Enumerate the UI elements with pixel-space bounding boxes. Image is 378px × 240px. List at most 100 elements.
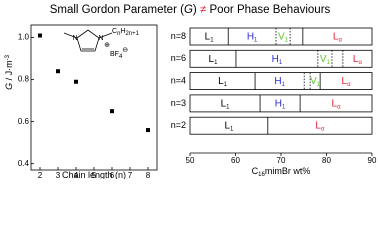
phase-label: Lα <box>332 98 342 110</box>
phase-symbol: L <box>205 31 211 42</box>
phase-sub: 1 <box>214 59 218 65</box>
row-frame <box>189 72 373 90</box>
phase-symbol: L <box>221 98 227 109</box>
row-frame <box>189 116 373 135</box>
row-label: n=4 <box>171 75 186 85</box>
phase-symbol: L <box>353 53 359 64</box>
phase-sub: 1 <box>254 37 258 43</box>
atom: N <box>98 35 103 42</box>
row-frame <box>189 94 373 113</box>
page: Small Gordon Parameter (G) ≠ Poor Phase … <box>4 4 377 179</box>
point <box>146 128 150 133</box>
title-part: Poor Phase Behaviours <box>209 4 330 16</box>
phase-label: H1 <box>275 98 286 110</box>
title-part: ) <box>193 4 197 16</box>
row-label: n=2 <box>171 120 186 130</box>
phase-symbol: H <box>272 53 279 64</box>
row-label: n=8 <box>171 31 186 41</box>
chain: CnH2n+1 <box>112 28 140 37</box>
row-frame <box>189 27 373 46</box>
y-label-part: -3 <box>5 54 11 60</box>
phase-sub: 1 <box>210 37 214 43</box>
chain-part: 2n+1 <box>125 31 139 37</box>
x-axis-label: C16mimBr wt% <box>252 166 311 177</box>
x-tick-label: 6 <box>110 171 115 179</box>
x-label-part: C <box>252 166 259 176</box>
phase-label: L1 <box>224 120 234 132</box>
phase-symbol: L <box>209 53 215 64</box>
phase-label: V1 <box>320 53 331 65</box>
phase-sub: 1 <box>226 104 230 110</box>
chain-part: C <box>112 28 117 35</box>
bond <box>98 32 113 39</box>
title: Small Gordon Parameter (G) ≠ Poor Phase … <box>50 4 331 16</box>
phase-sub: 1 <box>279 59 283 65</box>
y-label-part: G <box>4 83 14 90</box>
y-tick-label: 1.0 <box>18 33 30 42</box>
title-part: ≠ <box>200 4 206 16</box>
phase-sub: 1 <box>285 37 289 43</box>
point <box>74 79 78 84</box>
x-label-part: mimBr wt% <box>265 166 311 176</box>
phase-sub: 1 <box>282 104 286 110</box>
charge: ⊕ <box>104 42 110 49</box>
phase-label: V1 <box>278 31 289 43</box>
phase-label: V1 <box>310 76 321 88</box>
phase-label: L1 <box>209 53 219 65</box>
phase-symbol: L <box>218 76 224 87</box>
phase-symbol: V <box>278 31 285 42</box>
anion: BF4⊖ <box>110 47 128 60</box>
point <box>110 109 114 114</box>
y-tick-label: 0.8 <box>18 75 30 84</box>
phase-symbol: H <box>275 98 282 109</box>
point <box>38 33 42 38</box>
anion-part: 4 <box>119 54 123 60</box>
phase-label: H1 <box>274 76 285 88</box>
phase-symbol: L <box>342 76 348 87</box>
phase-sub: α <box>347 82 351 88</box>
phase-label: H1 <box>247 31 258 43</box>
title-part: Small Gordon Parameter ( <box>50 4 184 16</box>
x-tick-label: 7 <box>128 171 133 179</box>
x-tick-label: 70 <box>277 156 286 165</box>
phase-symbol: L <box>224 120 230 131</box>
x-tick-label: 90 <box>368 156 377 165</box>
y-label-part: / J·m <box>4 60 14 83</box>
point <box>56 69 60 74</box>
phase-symbol: H <box>274 76 281 87</box>
x-tick-label: 2 <box>38 171 43 179</box>
phase-symbol: V <box>310 76 317 87</box>
phase-sub: 1 <box>327 59 331 65</box>
phase-label: L1 <box>221 98 231 110</box>
y-axis-label: G / J·m-3 <box>4 54 14 90</box>
x-tick-label: 4 <box>74 171 79 179</box>
phase-sub: α <box>337 104 341 110</box>
phase-sub: 1 <box>317 82 321 88</box>
phase-label: H1 <box>272 53 283 65</box>
phase-label: L1 <box>205 31 215 43</box>
x-tick-label: 8 <box>146 171 151 179</box>
phase-symbol: L <box>333 31 339 42</box>
anion-part: ⊖ <box>122 47 128 54</box>
chain-part: H <box>120 28 125 35</box>
ring <box>76 29 100 52</box>
x-tick-label: 60 <box>231 156 240 165</box>
phase-sub: α <box>338 37 342 43</box>
structure <box>63 29 113 52</box>
phase-label: Lα <box>353 53 363 65</box>
phase-label: Lα <box>333 31 343 43</box>
bond <box>63 32 78 39</box>
title-part: G <box>184 4 193 16</box>
phase-symbol: L <box>315 120 321 131</box>
phase-sub: α <box>321 126 325 132</box>
phase-symbol: V <box>320 53 327 64</box>
x-axis-label: Chain length (n) <box>62 170 126 179</box>
figure: Small Gordon Parameter (G) ≠ Poor Phase … <box>4 4 377 179</box>
phase-sub: α <box>358 59 362 65</box>
x-tick-label: 80 <box>322 156 331 165</box>
row-label: n=3 <box>171 98 186 108</box>
phase-label: Lα <box>315 120 325 132</box>
x-label-part: 16 <box>258 172 265 178</box>
y-tick-label: 0.4 <box>18 159 30 168</box>
phase-label: L1 <box>218 76 228 88</box>
